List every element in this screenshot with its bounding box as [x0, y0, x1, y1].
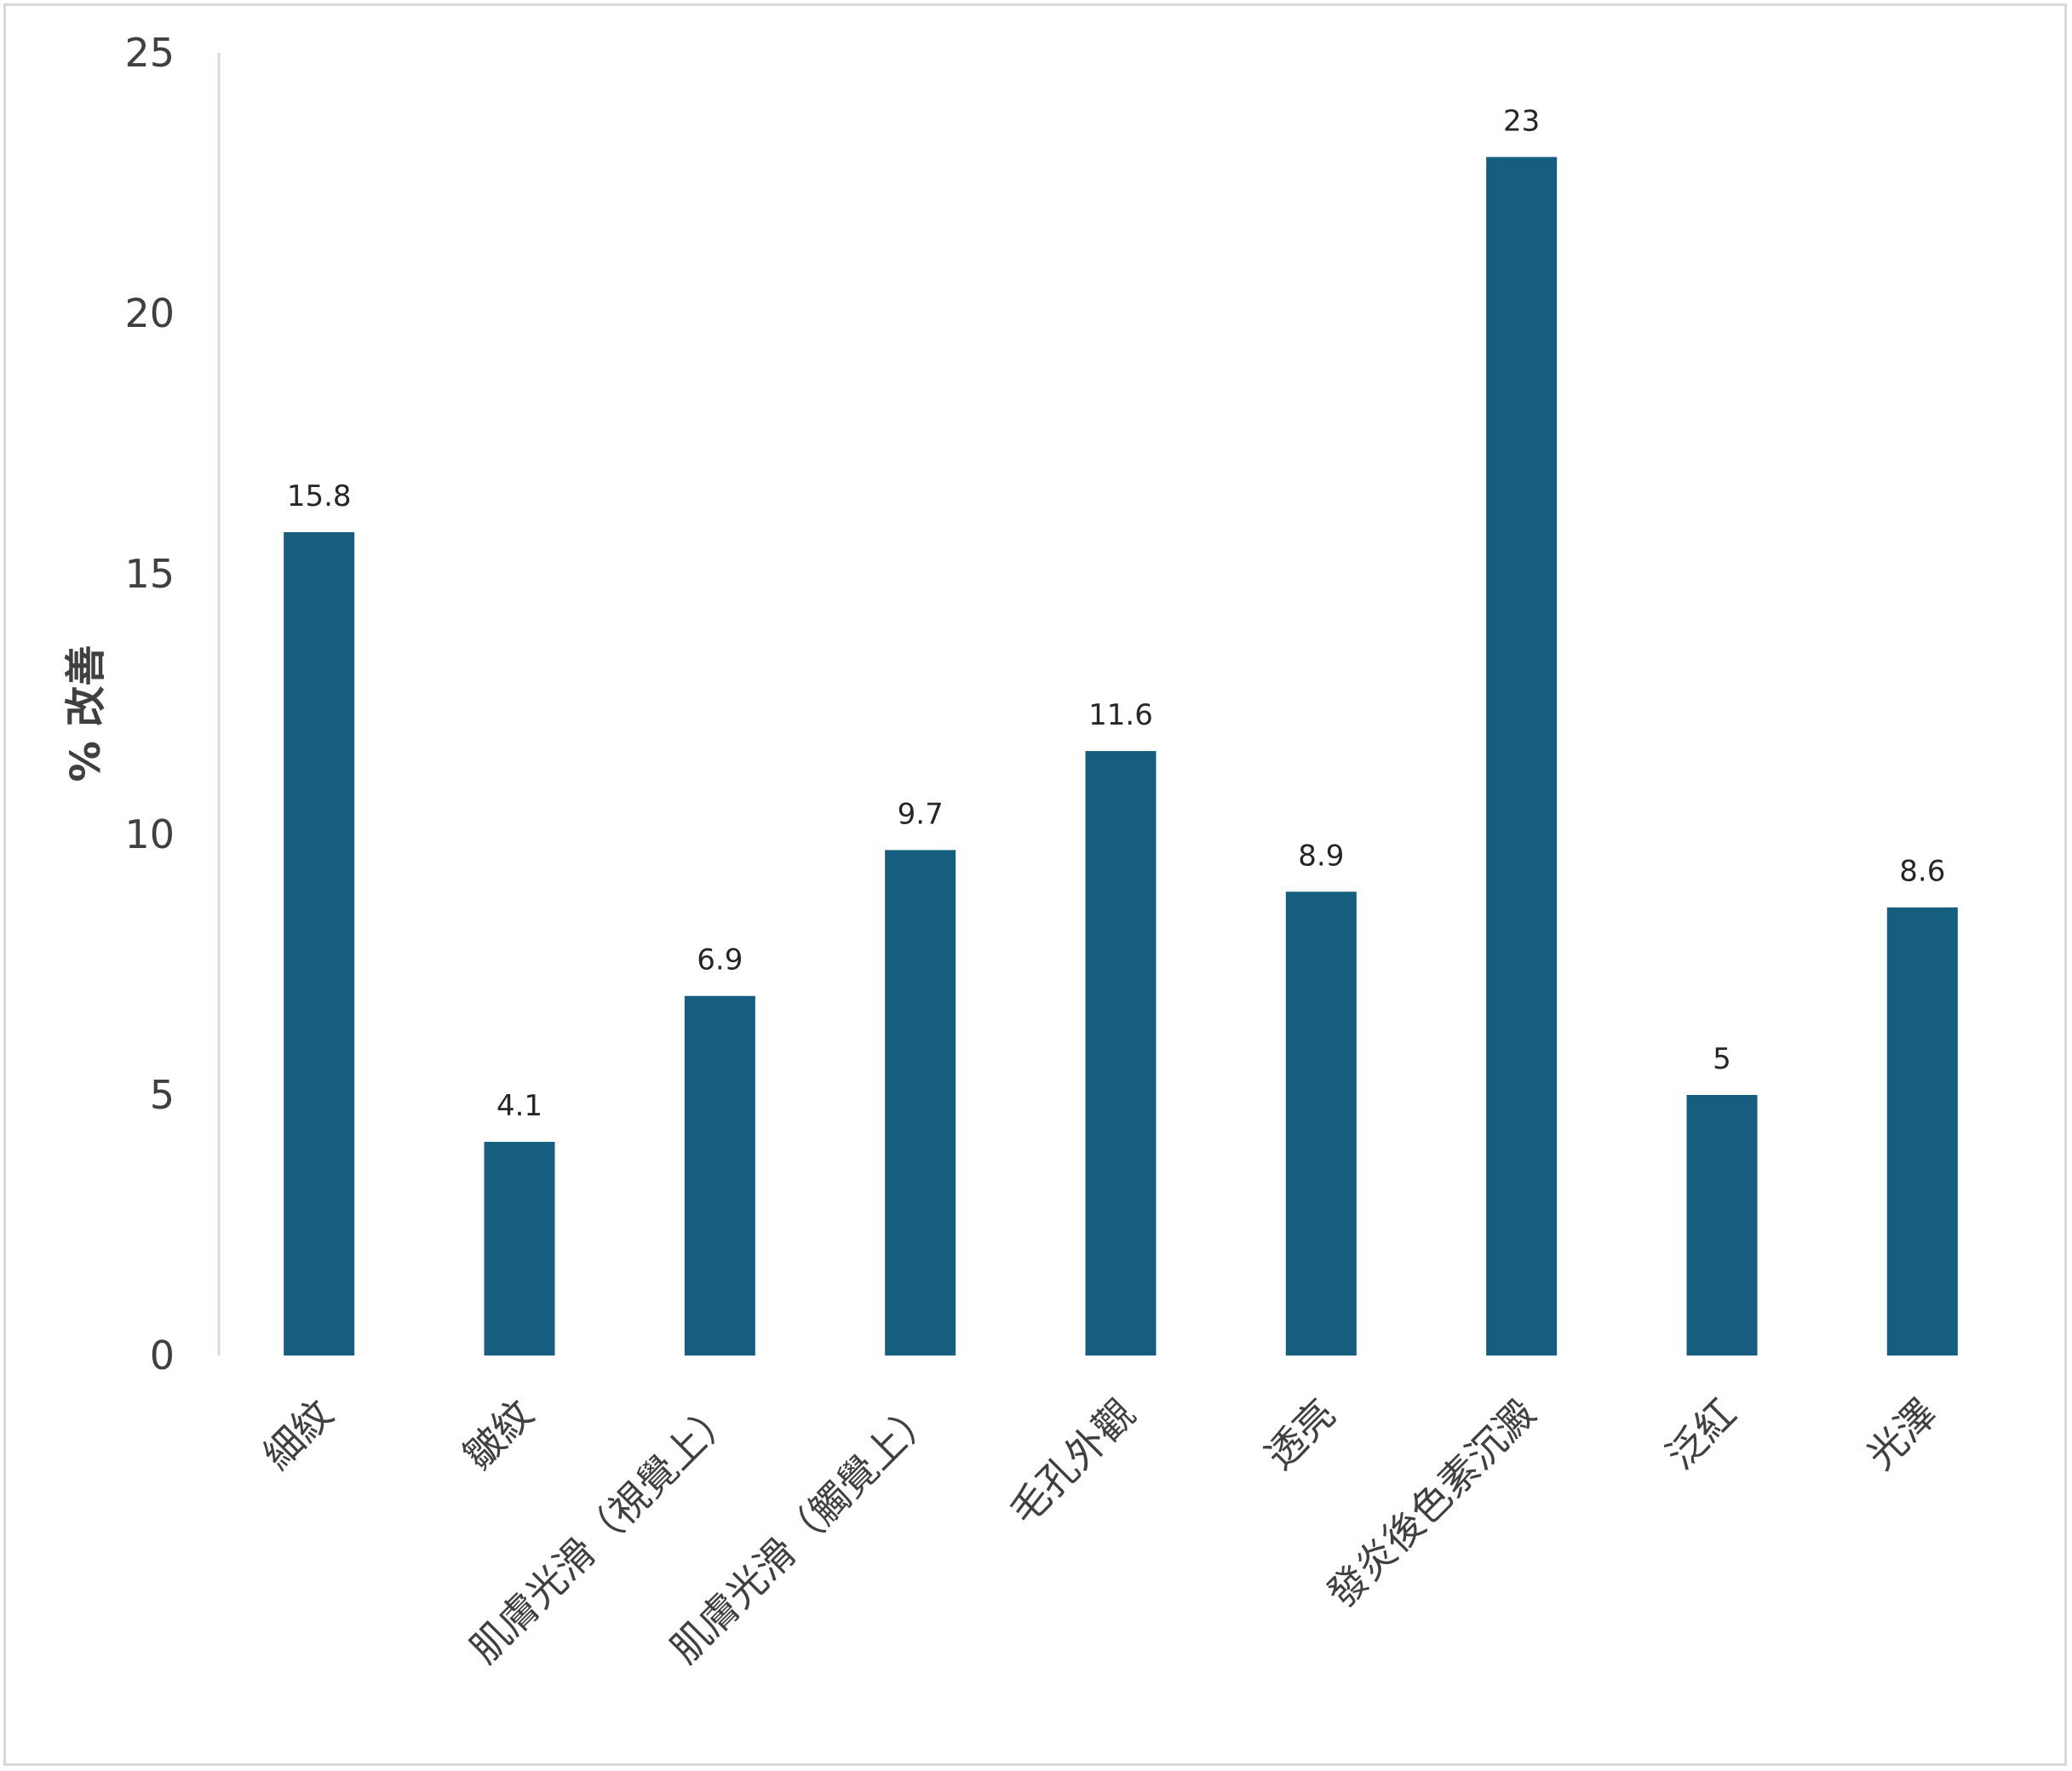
- x-tick-label: 光澤: [1857, 1390, 1945, 1478]
- data-label: 23: [1503, 104, 1540, 138]
- data-label: 15.8: [287, 479, 352, 513]
- x-tick-label: 皺紋: [455, 1390, 542, 1478]
- bar: [684, 995, 755, 1355]
- x-tick-label: 透亮: [1256, 1390, 1344, 1478]
- x-tick-label: 毛孔外觀: [1001, 1390, 1144, 1533]
- data-label: 11.6: [1088, 698, 1153, 732]
- data-label: 5: [1713, 1042, 1731, 1076]
- bar: [885, 850, 956, 1355]
- bar: [1886, 907, 1958, 1355]
- data-label: 4.1: [496, 1089, 542, 1123]
- bar: [284, 532, 355, 1355]
- bars: [284, 157, 1958, 1355]
- x-tick-label: 發炎後色素沉澱: [1318, 1390, 1545, 1617]
- bar: [1686, 1095, 1758, 1355]
- data-label: 8.6: [1899, 855, 1945, 889]
- y-tick-label: 0: [150, 1333, 175, 1378]
- y-tick-label: 20: [124, 290, 175, 336]
- data-labels: 15.8 4.1 6.9 9.7 11.6 8.9 23 5 8.6: [287, 104, 1946, 1123]
- data-label: 8.9: [1298, 839, 1344, 873]
- y-axis-ticks: 0 5 10 15 20 25: [124, 30, 175, 1378]
- bar: [1285, 891, 1357, 1355]
- y-axis-title-group: % 改善: [62, 645, 110, 782]
- x-tick-label: 泛紅: [1657, 1390, 1745, 1478]
- data-label: 9.7: [898, 797, 944, 831]
- bar: [484, 1142, 555, 1355]
- y-tick-label: 10: [124, 811, 175, 857]
- data-label: 6.9: [697, 943, 743, 977]
- bar: [1085, 751, 1157, 1355]
- bar: [1486, 157, 1558, 1355]
- x-tick-label: 細紋: [255, 1390, 342, 1478]
- y-tick-label: 5: [150, 1072, 175, 1118]
- y-tick-label: 15: [124, 551, 175, 597]
- y-tick-label: 25: [124, 30, 175, 76]
- y-axis-title: % 改善: [62, 645, 110, 782]
